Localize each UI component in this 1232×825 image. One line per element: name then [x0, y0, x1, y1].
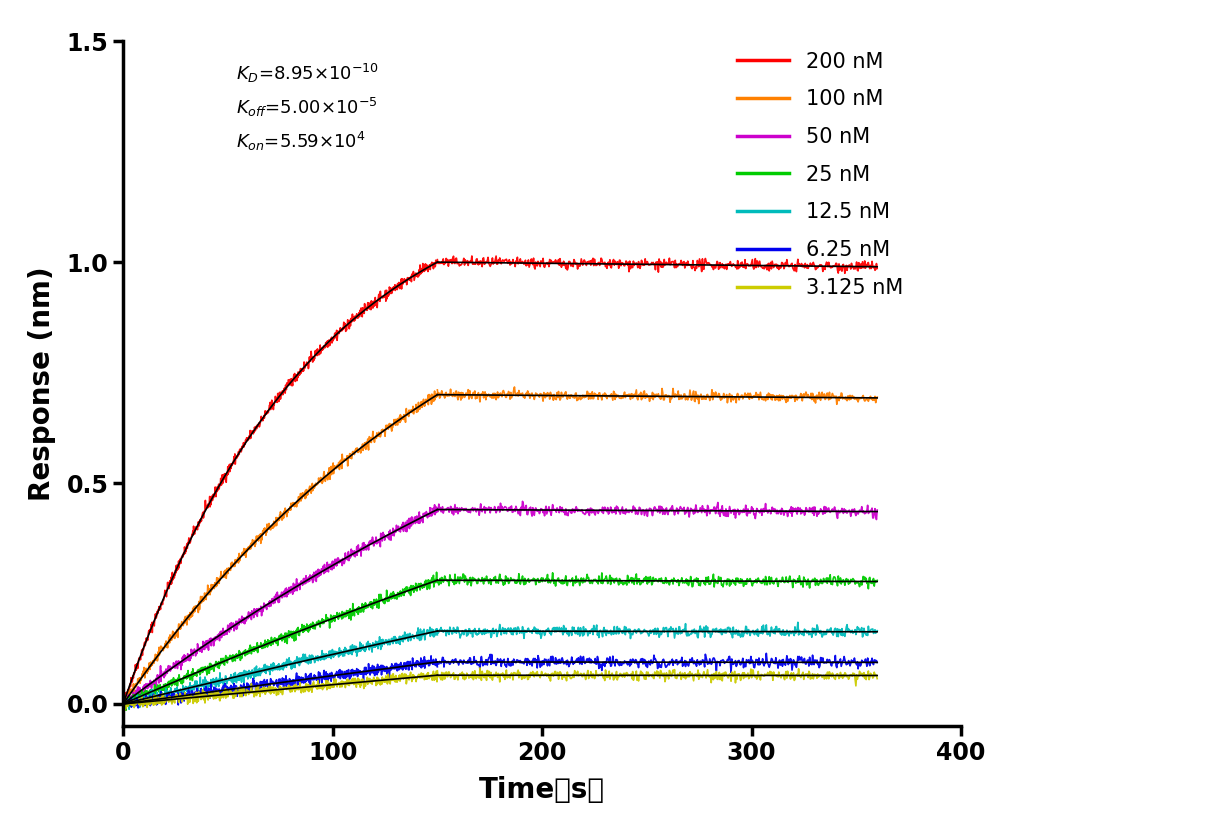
Y-axis label: Response (nm): Response (nm) [27, 266, 55, 501]
Text: $K_D$=8.95×10$^{-10}$
$K_{off}$=5.00×10$^{-5}$
$K_{on}$=5.59×10$^4$: $K_D$=8.95×10$^{-10}$ $K_{off}$=5.00×10$… [237, 62, 379, 153]
Legend: 200 nM, 100 nM, 50 nM, 25 nM, 12.5 nM, 6.25 nM, 3.125 nM: 200 nM, 100 nM, 50 nM, 25 nM, 12.5 nM, 6… [737, 52, 903, 298]
X-axis label: Time（s）: Time（s） [479, 776, 605, 804]
